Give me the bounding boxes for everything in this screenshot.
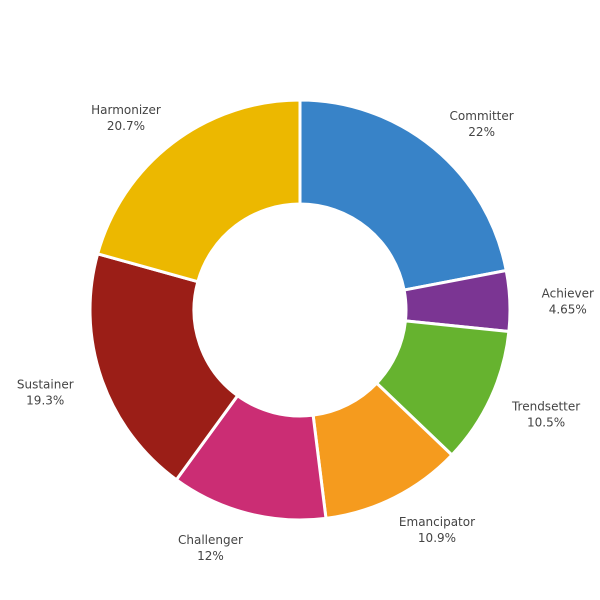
label-trendsetter: Trendsetter 10.5% xyxy=(511,399,580,429)
label-name: Trendsetter xyxy=(511,399,580,413)
label-name: Sustainer xyxy=(17,377,74,391)
label-percent: 10.9% xyxy=(418,531,456,545)
label-name: Harmonizer xyxy=(91,103,161,117)
label-percent: 12% xyxy=(197,549,224,563)
label-sustainer: Sustainer 19.3% xyxy=(17,377,74,407)
donut-slices xyxy=(88,98,512,522)
label-percent: 22% xyxy=(468,125,495,139)
label-percent: 4.65% xyxy=(549,302,587,316)
label-name: Achiever xyxy=(542,286,594,300)
label-achiever: Achiever 4.65% xyxy=(542,286,594,316)
label-percent: 19.3% xyxy=(26,393,64,407)
label-challenger: Challenger 12% xyxy=(178,533,243,563)
donut-labels: Committer 22% Achiever 4.65% Trendsetter 10.5… xyxy=(17,103,594,563)
slice-committer xyxy=(298,98,509,292)
label-name: Challenger xyxy=(178,533,243,547)
slice-harmonizer xyxy=(95,98,302,284)
slice-sustainer xyxy=(88,251,240,482)
label-percent: 20.7% xyxy=(107,119,145,133)
label-percent: 10.5% xyxy=(527,415,565,429)
label-name: Emancipator xyxy=(399,515,475,529)
label-committer: Committer 22% xyxy=(450,109,514,139)
label-emancipator: Emancipator 10.9% xyxy=(399,515,475,545)
label-harmonizer: Harmonizer 20.7% xyxy=(91,103,161,133)
label-name: Committer xyxy=(450,109,514,123)
